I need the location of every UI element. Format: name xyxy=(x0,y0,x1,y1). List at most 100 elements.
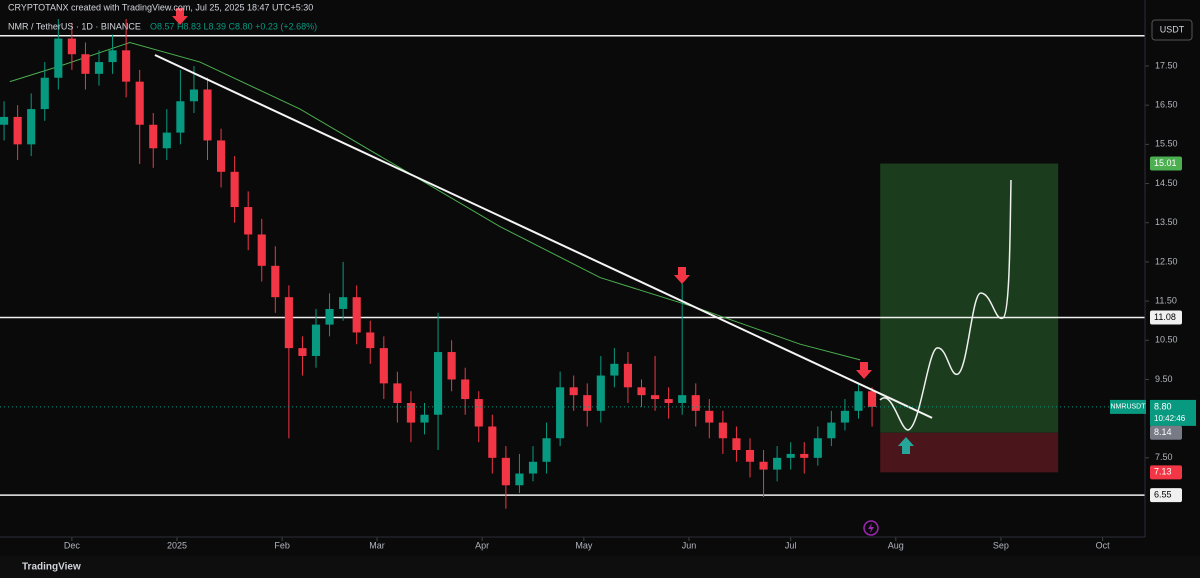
symbol-legend[interactable]: NMR / TetherUS · 1D · BINANCE xyxy=(8,21,141,31)
candle-body xyxy=(488,426,497,458)
stop-price-tag xyxy=(1150,465,1182,480)
candle-body xyxy=(271,265,280,298)
event-icon[interactable] xyxy=(863,520,879,536)
symbol-tag-label: NMRUSDT xyxy=(1111,404,1147,411)
candle-body xyxy=(176,101,185,133)
candle-body xyxy=(339,297,348,309)
x-tick-label: Dec xyxy=(64,540,81,550)
candle-body xyxy=(867,391,877,407)
candle-body xyxy=(284,297,293,349)
candle-body xyxy=(813,438,822,458)
candle-body xyxy=(27,109,36,145)
x-tick-label: Sep xyxy=(993,540,1009,550)
ohlc-legend: O8.57 H8.83 L8.39 C8.80 +0.23 (+2.68%) xyxy=(150,21,317,31)
candle-body xyxy=(759,461,768,470)
target-price-tag xyxy=(1150,156,1182,171)
plot-area xyxy=(0,18,1149,541)
candle-body xyxy=(325,308,334,325)
x-tick-label: Jul xyxy=(785,540,797,550)
candle-body xyxy=(67,38,76,55)
candle-body xyxy=(216,140,226,172)
candle-body xyxy=(773,457,782,470)
down-arrow xyxy=(856,362,872,379)
x-tick-label: Feb xyxy=(274,540,290,550)
candle-body xyxy=(610,363,619,376)
candle-body xyxy=(583,395,592,411)
last-price-label: 8.80 xyxy=(1154,401,1172,411)
candle-body xyxy=(311,324,321,356)
candle-body xyxy=(501,457,510,486)
candle-body xyxy=(135,81,144,125)
candle-body xyxy=(13,116,22,145)
candle-body xyxy=(393,383,402,403)
candle-body xyxy=(298,348,307,356)
candle-body xyxy=(840,410,850,423)
down-arrow xyxy=(172,8,188,25)
trendline xyxy=(154,54,933,419)
y-tick-label: 11.50 xyxy=(1155,295,1177,305)
candle-body xyxy=(244,207,253,235)
footer-logo[interactable]: TradingView xyxy=(22,562,81,573)
y-tick-label: 15.50 xyxy=(1155,139,1178,149)
entry-price-tag xyxy=(1150,425,1182,440)
candle-body xyxy=(406,402,416,423)
candle-body xyxy=(122,50,131,82)
currency-label: USDT xyxy=(1160,24,1185,34)
projection-curve xyxy=(879,179,1012,431)
candle-body xyxy=(623,363,633,388)
candle-body xyxy=(203,89,212,141)
target-price-label: 15.01 xyxy=(1154,158,1177,168)
candle-body xyxy=(596,375,605,411)
x-tick-label: 2025 xyxy=(167,540,187,550)
candle-body xyxy=(474,399,483,427)
candle-body xyxy=(149,124,158,149)
candle-body xyxy=(718,422,727,439)
candle-body xyxy=(786,453,795,458)
level-price-tag xyxy=(1150,310,1182,325)
x-tick-label: Apr xyxy=(475,540,489,550)
candle-body xyxy=(257,234,266,266)
candle-body xyxy=(827,422,836,439)
candle-body xyxy=(745,450,755,462)
candle-body xyxy=(0,116,9,125)
level-price-label: 6.55 xyxy=(1154,489,1172,499)
y-tick-label: 12.50 xyxy=(1155,256,1178,266)
candle-body xyxy=(800,453,809,458)
currency-button[interactable] xyxy=(1151,19,1193,41)
candle-body xyxy=(854,391,863,411)
event-icon-bolt xyxy=(868,523,874,533)
y-tick-label: 17.50 xyxy=(1155,60,1178,70)
candle-body xyxy=(162,132,171,149)
down-arrow xyxy=(674,267,690,284)
candle-body xyxy=(230,171,239,208)
candle-body xyxy=(515,473,524,486)
y-tick-label: 13.50 xyxy=(1155,217,1178,227)
level-price-label: 11.08 xyxy=(1154,312,1176,322)
x-tick-label: May xyxy=(575,540,593,550)
x-tick-label: Mar xyxy=(369,540,385,550)
candle-body xyxy=(732,438,741,451)
candle-body xyxy=(379,348,388,384)
candle-body xyxy=(678,395,687,403)
last-price-tag xyxy=(1150,399,1196,426)
y-tick-label: 16.50 xyxy=(1155,100,1178,110)
y-tick-label: 7.50 xyxy=(1155,452,1173,462)
candle-body xyxy=(664,399,673,403)
moving-average xyxy=(9,41,861,361)
level-price-tag xyxy=(1150,488,1182,503)
candle-body xyxy=(433,352,443,415)
x-tick-label: Jun xyxy=(682,540,697,550)
candle-body xyxy=(40,77,49,110)
candle-body xyxy=(461,379,470,400)
entry-price-label: 8.14 xyxy=(1154,427,1172,437)
candle-body xyxy=(569,387,578,396)
x-tick-label: Aug xyxy=(888,540,904,550)
symbol-tag xyxy=(1110,399,1146,414)
candle-body xyxy=(542,438,551,462)
candle-body xyxy=(108,50,117,63)
candle-body xyxy=(556,387,565,439)
stop-price-label: 7.13 xyxy=(1154,467,1172,477)
candle-body xyxy=(352,297,361,333)
